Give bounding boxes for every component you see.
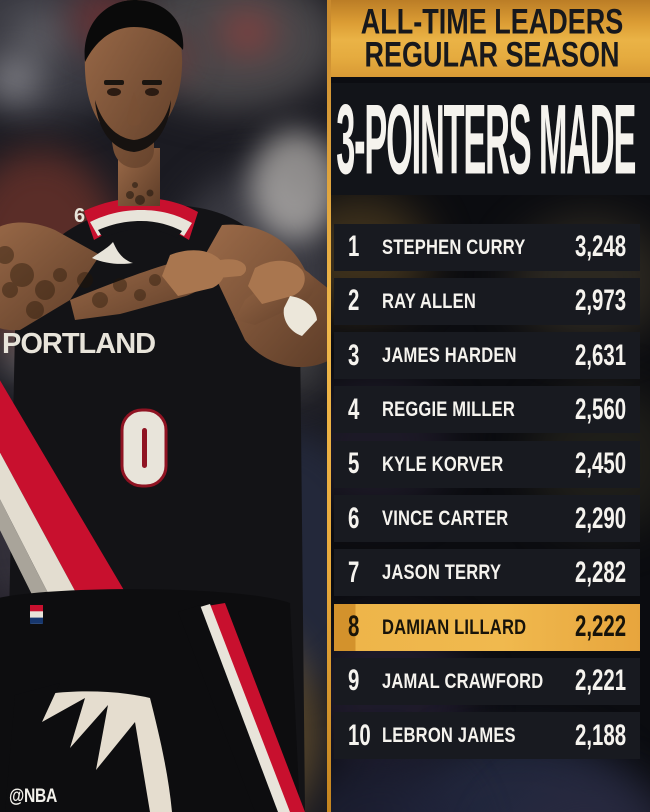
svg-text:6: 6 [74, 205, 85, 227]
svg-text:PORTLAND: PORTLAND [2, 328, 155, 360]
